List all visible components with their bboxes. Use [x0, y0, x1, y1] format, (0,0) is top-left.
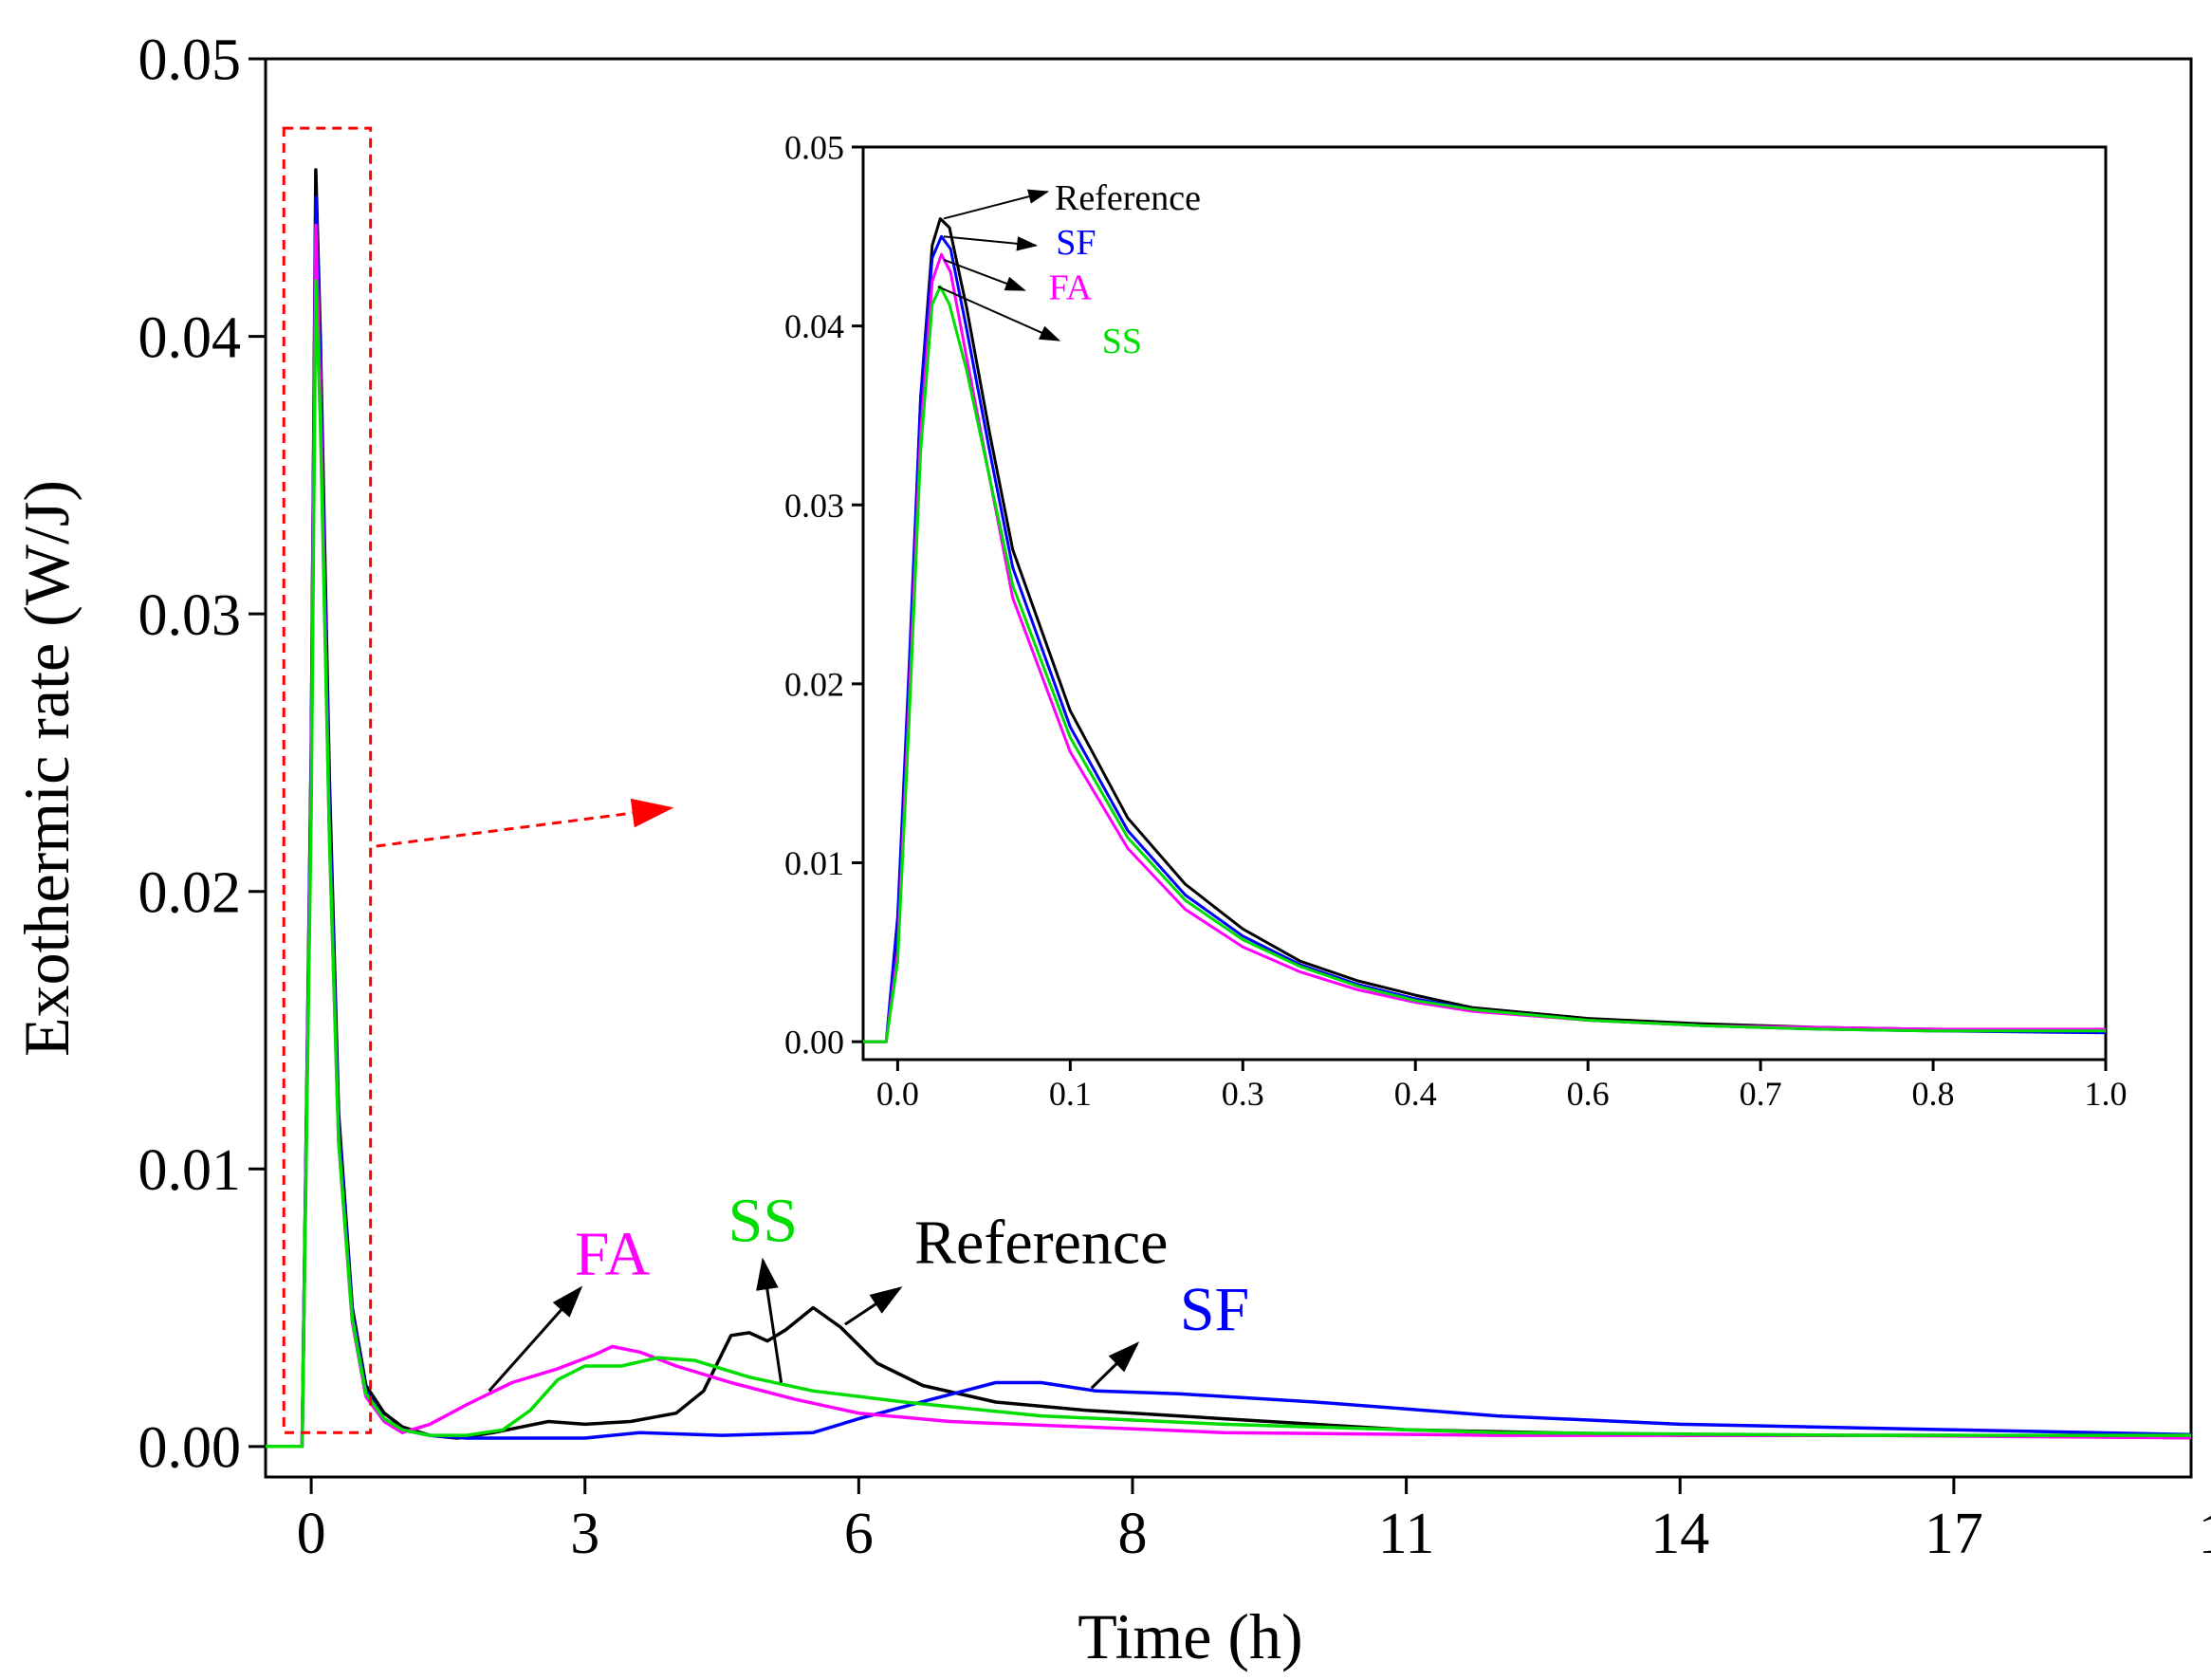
main-plot-frame — [264, 57, 2193, 1479]
main-x-tick-label: 3 — [570, 1502, 599, 1566]
main-x-tick-label: 11 — [1378, 1502, 1435, 1566]
inset-arrow-reference — [943, 189, 1050, 220]
inset-y-tick-label: 0.01 — [784, 844, 844, 882]
inset-y-tick-label: 0.05 — [784, 129, 844, 167]
inset-line-ss — [863, 285, 2106, 1043]
inset-x-tick-label: 0.6 — [1567, 1075, 1610, 1113]
x-axis-title: Time (h) — [1078, 1600, 1302, 1672]
inset-x-tick-label: 0.3 — [1222, 1075, 1264, 1113]
main-x-tick-label: 19 — [2198, 1502, 2211, 1566]
inset-arrow-fa — [943, 258, 1026, 291]
inset-x-tick-label: 0.1 — [1049, 1075, 1092, 1113]
main-line-ss — [266, 279, 2191, 1449]
inset-y-tick-label: 0.00 — [784, 1024, 844, 1062]
inset-label-fa: FA — [1048, 268, 1092, 307]
main-label-sf: SF — [1180, 1275, 1249, 1344]
inset-plot: 0.00 0.01 0.02 0.03 0.04 0.05 0.0 0.1 0.3 0.4 0.6 0… — [784, 129, 2128, 1113]
main-arrow-sf — [1090, 1341, 1140, 1390]
main-x-tick-label: 14 — [1650, 1502, 1709, 1566]
main-x-tick-label: 6 — [844, 1502, 874, 1566]
main-label-reference: Reference — [914, 1209, 1168, 1278]
zoom-indicator — [282, 126, 674, 1434]
main-y-tick-label: 0.02 — [138, 860, 242, 925]
inset-arrow-ss — [937, 286, 1061, 342]
main-axis-ticks: 0.00 0.01 0.02 0.03 0.04 0.05 0 3 6 8 11 14 17 19 — [138, 28, 2211, 1566]
inset-label-sf: SF — [1056, 223, 1096, 263]
main-series-lines — [266, 168, 2191, 1449]
inset-x-tick-label: 0.4 — [1394, 1075, 1437, 1113]
inset-x-tick-label: 0.7 — [1740, 1075, 1782, 1113]
inset-y-tick-label: 0.03 — [784, 487, 844, 525]
inset-y-tick-label: 0.04 — [784, 307, 844, 345]
main-arrow-fa — [488, 1285, 583, 1393]
zoom-region-box — [282, 126, 373, 1434]
zoom-arrow — [376, 798, 674, 848]
main-x-tick-label: 0 — [297, 1502, 326, 1566]
main-y-tick-label: 0.00 — [138, 1416, 242, 1481]
inset-label-ss: SS — [1102, 322, 1142, 361]
main-y-tick-label: 0.05 — [138, 28, 242, 93]
inset-x-tick-label: 1.0 — [2085, 1075, 2128, 1113]
main-y-tick-label: 0.01 — [138, 1138, 242, 1203]
main-y-tick-label: 0.03 — [138, 583, 242, 648]
inset-label-reference: Reference — [1055, 178, 1201, 218]
inset-y-tick-label: 0.02 — [784, 665, 844, 703]
main-y-tick-label: 0.04 — [138, 305, 242, 370]
main-arrow-ss — [756, 1257, 783, 1383]
main-label-fa: FA — [575, 1219, 651, 1288]
main-x-tick-label: 17 — [1925, 1502, 1983, 1566]
main-x-tick-label: 8 — [1117, 1502, 1147, 1566]
y-axis-title: Exothermic rate (W/J) — [10, 480, 83, 1057]
main-arrow-reference — [844, 1286, 903, 1326]
main-plot: 0.00 0.01 0.02 0.03 0.04 0.05 0 3 6 8 11 14 17 19 Tim… — [10, 28, 2211, 1672]
inset-x-tick-label: 0.8 — [1912, 1075, 1955, 1113]
inset-arrow-sf — [943, 235, 1039, 251]
main-label-ss: SS — [728, 1186, 798, 1255]
inset-axis-ticks: 0.00 0.01 0.02 0.03 0.04 0.05 0.0 0.1 0.3 0.4 0.6 0… — [784, 129, 2128, 1113]
inset-series-lines — [863, 217, 2106, 1043]
inset-x-tick-label: 0.0 — [876, 1075, 919, 1113]
inset-plot-frame — [861, 145, 2108, 1062]
inset-series-annotations: Reference SF FA SS — [937, 178, 1201, 361]
